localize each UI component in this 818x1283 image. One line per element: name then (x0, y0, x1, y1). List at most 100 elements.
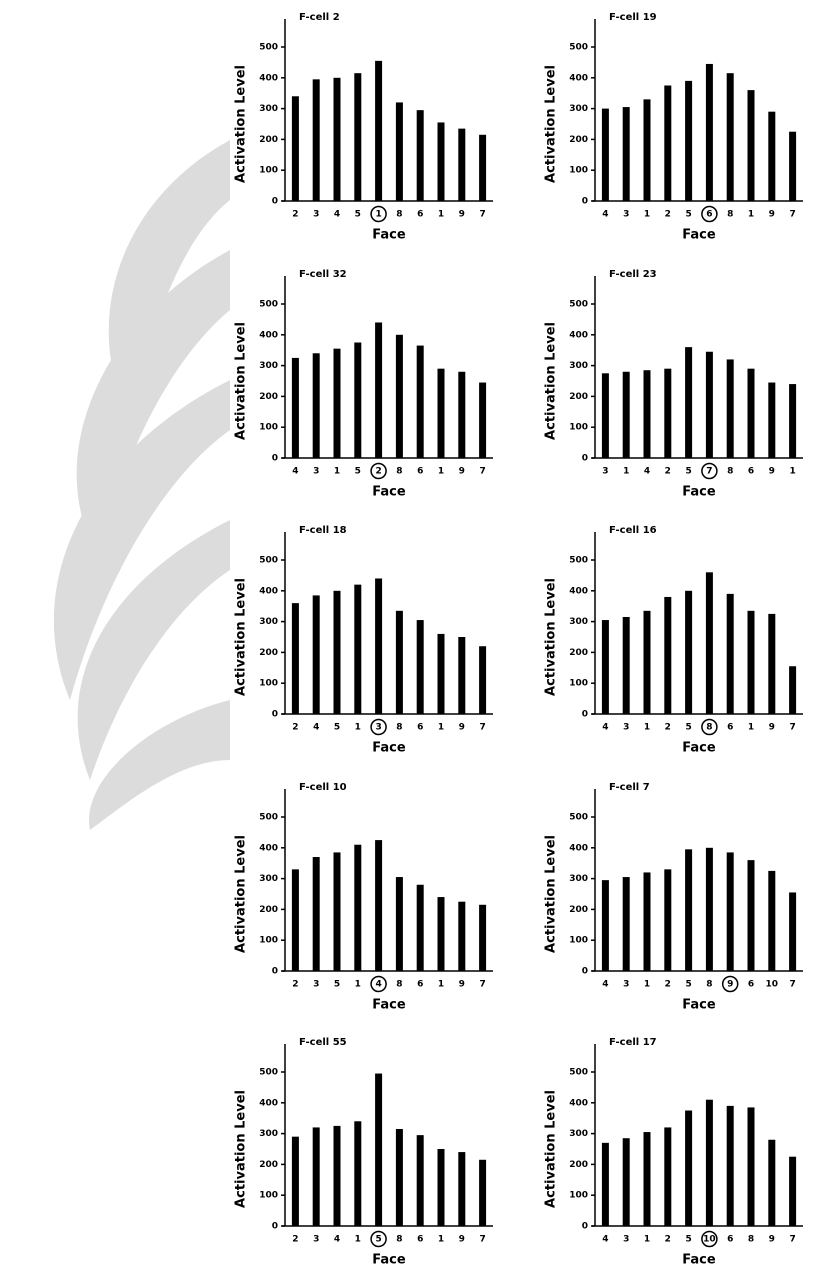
x-axis-label: Face (372, 228, 406, 243)
x-tick-label: 5 (334, 980, 340, 990)
y-tick-label: 400 (259, 843, 278, 853)
y-tick-label: 200 (259, 392, 278, 402)
x-tick-label: 3 (623, 210, 629, 220)
x-tick-label: 2 (665, 467, 671, 477)
x-tick-label: 2 (665, 210, 671, 220)
bar (644, 370, 651, 458)
bar (768, 614, 775, 714)
bar (664, 869, 671, 971)
y-tick-label: 300 (259, 617, 278, 627)
x-tick-label: 3 (313, 467, 319, 477)
y-tick-label: 300 (259, 104, 278, 114)
panel: F-cell 16Activation LevelFace43125861970… (544, 525, 804, 756)
x-tick-label: 9 (459, 980, 465, 990)
bar (396, 102, 403, 201)
chart-title: F-cell 32 (299, 269, 347, 280)
bar (334, 349, 341, 458)
chart-title: F-cell 23 (609, 269, 657, 280)
bar (623, 1138, 630, 1226)
y-tick-label: 300 (569, 104, 588, 114)
chart-grid: F-cell 2Activation LevelFace234518619701… (0, 0, 818, 1283)
x-tick-label: 2 (375, 467, 381, 477)
bar (602, 620, 609, 714)
x-tick-label: 1 (644, 1235, 650, 1245)
x-tick-label: 3 (313, 980, 319, 990)
bar (727, 359, 734, 458)
x-tick-label: 8 (396, 210, 402, 220)
figure: F-cell 2Activation LevelFace234518619701… (0, 0, 818, 1283)
bar (313, 79, 320, 201)
x-axis-label: Face (682, 485, 716, 500)
x-tick-label: 6 (417, 1235, 423, 1245)
x-tick-label: 7 (479, 210, 485, 220)
x-axis-label: Face (682, 998, 716, 1013)
bar (706, 64, 713, 201)
bar (438, 897, 445, 971)
y-tick-label: 400 (259, 330, 278, 340)
chart-title: F-cell 19 (609, 12, 657, 23)
x-tick-label: 9 (459, 467, 465, 477)
x-tick-label: 8 (706, 723, 712, 733)
x-tick-label: 4 (602, 210, 608, 220)
bar (479, 1160, 486, 1226)
bar (479, 383, 486, 458)
bar (768, 1140, 775, 1226)
bar (789, 1157, 796, 1226)
y-tick-label: 200 (569, 905, 588, 915)
x-tick-label: 7 (789, 210, 795, 220)
bar (748, 611, 755, 714)
y-tick-label: 500 (259, 43, 278, 53)
bar (685, 1111, 692, 1227)
x-axis-label: Face (372, 1253, 406, 1268)
chart-title: F-cell 18 (299, 525, 347, 536)
y-tick-label: 100 (259, 679, 278, 689)
x-tick-label: 7 (479, 1235, 485, 1245)
bar (292, 1137, 299, 1226)
x-tick-label: 4 (602, 1235, 608, 1245)
bar (479, 905, 486, 971)
bar (334, 1126, 341, 1226)
bar (664, 1127, 671, 1226)
bar (623, 107, 630, 201)
x-axis-label: Face (682, 228, 716, 243)
bar (664, 86, 671, 202)
chart-title: F-cell 55 (299, 1037, 347, 1048)
x-tick-label: 5 (685, 980, 691, 990)
x-tick-label: 6 (727, 1235, 733, 1245)
bar (727, 852, 734, 971)
bar (417, 346, 424, 458)
bar (292, 603, 299, 714)
bar (706, 572, 713, 714)
x-tick-label: 2 (292, 1235, 298, 1245)
y-tick-label: 400 (259, 1098, 278, 1108)
y-tick-label: 500 (259, 813, 278, 823)
bar (396, 335, 403, 458)
x-tick-label: 9 (769, 467, 775, 477)
bar (644, 1132, 651, 1226)
x-tick-label: 6 (417, 980, 423, 990)
bar (417, 1135, 424, 1226)
x-tick-label: 2 (292, 980, 298, 990)
bar (458, 637, 465, 714)
bar (768, 112, 775, 201)
x-tick-label: 1 (355, 723, 361, 733)
panel: F-cell 10Activation LevelFace23514861970… (234, 782, 494, 1013)
bar (602, 880, 609, 971)
y-tick-label: 0 (272, 710, 278, 720)
x-tick-label: 3 (313, 1235, 319, 1245)
y-tick-label: 100 (569, 1191, 588, 1201)
x-tick-label: 9 (769, 1235, 775, 1245)
bar (748, 860, 755, 971)
bar (706, 352, 713, 458)
y-tick-label: 300 (569, 617, 588, 627)
x-tick-label: 8 (748, 1235, 754, 1245)
bar (727, 73, 734, 201)
bar (706, 848, 713, 971)
x-tick-label: 3 (313, 210, 319, 220)
x-tick-label: 6 (748, 467, 754, 477)
bar (354, 343, 361, 459)
y-tick-label: 0 (272, 1222, 278, 1232)
y-tick-label: 500 (569, 813, 588, 823)
x-tick-label: 5 (355, 210, 361, 220)
